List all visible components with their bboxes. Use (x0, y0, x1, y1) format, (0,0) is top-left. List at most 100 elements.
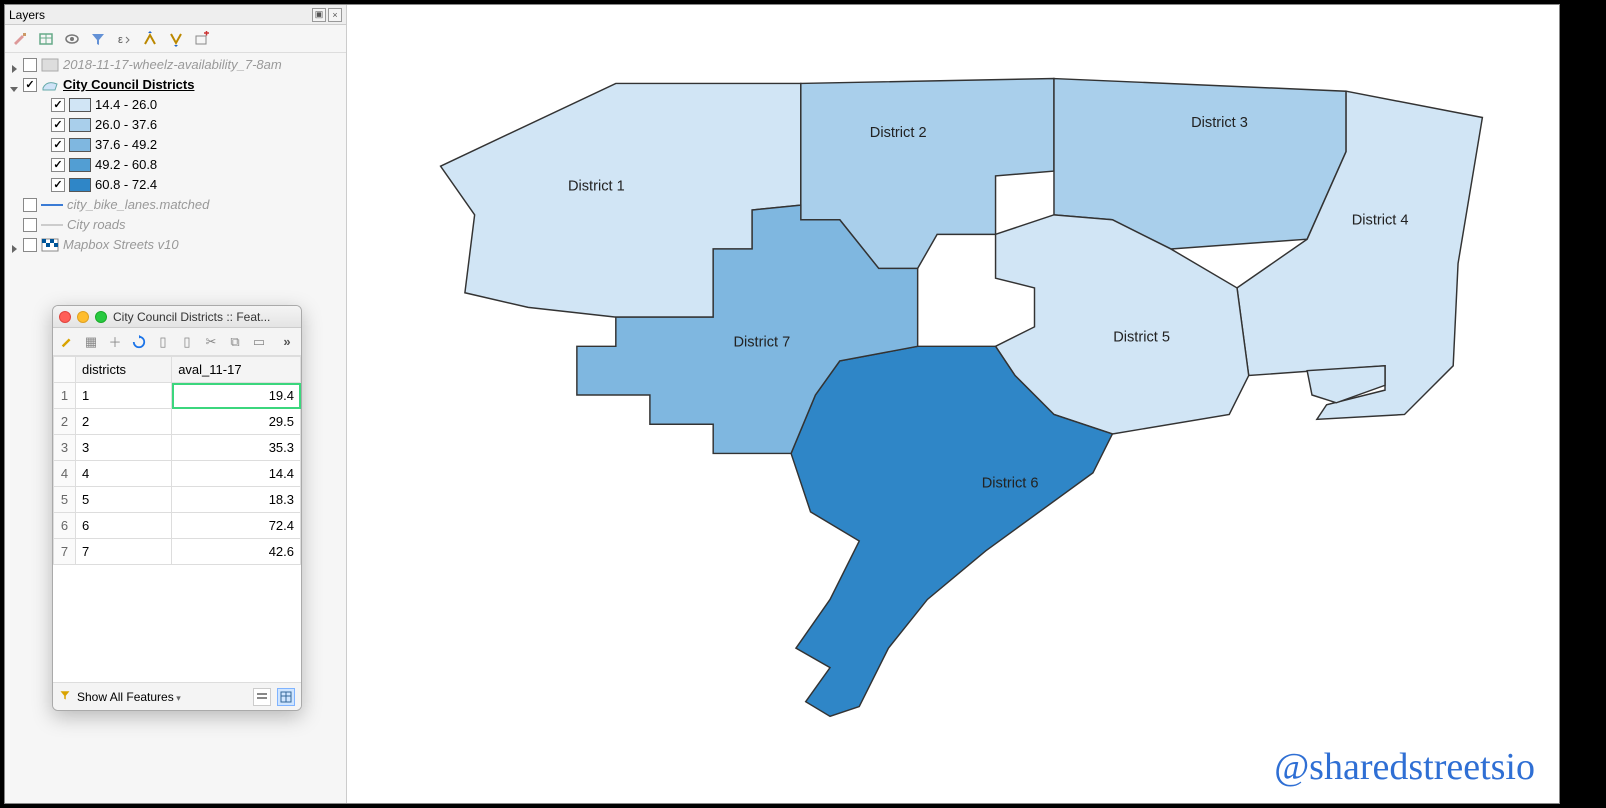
layer-row[interactable]: ✓ City Council Districts (9, 75, 342, 95)
window-controls (59, 311, 107, 323)
district-label: District 2 (870, 125, 927, 141)
layer-checkbox[interactable] (23, 58, 37, 72)
attr-window-title: City Council Districts :: Feat... (113, 310, 295, 324)
close-icon[interactable] (59, 311, 71, 323)
layer-checkbox[interactable]: ✓ (51, 118, 65, 132)
layer-checkbox[interactable]: ✓ (51, 178, 65, 192)
table-cell[interactable]: 6 (76, 513, 172, 539)
attr-titlebar[interactable]: City Council Districts :: Feat... (53, 306, 301, 328)
more-icon[interactable]: » (277, 332, 297, 352)
svg-text:ε: ε (118, 34, 123, 46)
table-row[interactable]: 6672.4 (54, 513, 301, 539)
table-cell[interactable]: 14.4 (172, 461, 301, 487)
legend-row[interactable]: ✓ 26.0 - 37.6 (9, 115, 342, 135)
table-cell[interactable]: 2 (76, 409, 172, 435)
table-cell[interactable]: 4 (76, 461, 172, 487)
table-cell[interactable]: 42.6 (172, 539, 301, 565)
disclosure-icon[interactable] (9, 80, 19, 90)
district-label: District 3 (1191, 115, 1248, 131)
layer-tree[interactable]: 2018-11-17-wheelz-availability_7-8am ✓ Cit… (5, 53, 346, 263)
table-cell[interactable]: 7 (76, 539, 172, 565)
minimize-icon[interactable] (77, 311, 89, 323)
table-cell[interactable]: 35.3 (172, 435, 301, 461)
map-canvas[interactable]: District 1District 2District 3District 4… (347, 5, 1559, 803)
legend-row[interactable]: ✓ 14.4 - 26.0 (9, 95, 342, 115)
legend-row[interactable]: ✓60.8 - 72.4 (9, 175, 342, 195)
layer-checkbox[interactable]: ✓ (51, 138, 65, 152)
layer-checkbox[interactable]: ✓ (23, 78, 37, 92)
layer-checkbox[interactable] (23, 218, 37, 232)
layer-checkbox[interactable] (23, 198, 37, 212)
legend-label: 26.0 - 37.6 (95, 115, 157, 135)
new-field-icon: ▯ (153, 332, 173, 352)
table-cell[interactable]: 19.4 (172, 383, 301, 409)
district-label: District 6 (982, 475, 1039, 491)
add-feature-icon[interactable]: ＋ (105, 332, 125, 352)
filter-icon[interactable] (59, 689, 71, 704)
layer-row[interactable]: city_bike_lanes.matched (9, 195, 342, 215)
layer-row[interactable]: Mapbox Streets v10 (9, 235, 342, 255)
filter-icon[interactable] (89, 30, 107, 48)
table-view-icon[interactable] (277, 688, 295, 706)
reload-icon[interactable] (129, 332, 149, 352)
raster-icon (41, 58, 59, 72)
table-cell[interactable]: 3 (76, 435, 172, 461)
table-cell[interactable]: 5 (76, 487, 172, 513)
form-view-icon[interactable] (253, 688, 271, 706)
attr-table-body[interactable]: districtsaval_11-171119.42229.53335.3441… (53, 356, 301, 682)
attribute-table-window[interactable]: City Council Districts :: Feat... ▦ ＋ ▯ … (52, 305, 302, 711)
table-cell[interactable]: 29.5 (172, 409, 301, 435)
table-row[interactable]: 2229.5 (54, 409, 301, 435)
table-corner[interactable] (54, 357, 76, 383)
table-cell[interactable]: 72.4 (172, 513, 301, 539)
disclosure-icon[interactable] (9, 60, 19, 70)
table-row[interactable]: 4414.4 (54, 461, 301, 487)
visibility-icon[interactable] (63, 30, 81, 48)
legend-row[interactable]: ✓49.2 - 60.8 (9, 155, 342, 175)
row-number[interactable]: 4 (54, 461, 76, 487)
legend-row[interactable]: ✓37.6 - 49.2 (9, 135, 342, 155)
table-row[interactable]: 3335.3 (54, 435, 301, 461)
row-number[interactable]: 6 (54, 513, 76, 539)
layer-checkbox[interactable] (23, 238, 37, 252)
table-header[interactable]: aval_11-17 (172, 357, 301, 383)
add-group-icon[interactable] (193, 30, 211, 48)
layer-row[interactable]: City roads (9, 215, 342, 235)
layer-checkbox[interactable]: ✓ (51, 98, 65, 112)
attr-table[interactable]: districtsaval_11-171119.42229.53335.3441… (53, 356, 301, 565)
layer-checkbox[interactable]: ✓ (51, 158, 65, 172)
attr-footer: Show All Features (53, 682, 301, 710)
paste-icon: ▭ (249, 332, 269, 352)
disclosure-icon[interactable] (9, 240, 19, 250)
legend-label: 14.4 - 26.0 (95, 95, 157, 115)
save-edits-icon[interactable]: ▦ (81, 332, 101, 352)
layers-panel-titlebar[interactable]: Layers ▣ × (5, 5, 346, 25)
style-icon[interactable] (11, 30, 29, 48)
collapse-all-icon[interactable] (141, 30, 159, 48)
expand-all-icon[interactable] (167, 30, 185, 48)
close-panel-icon[interactable]: × (328, 8, 342, 22)
table-cell[interactable]: 1 (76, 383, 172, 409)
edit-toggle-icon[interactable] (57, 332, 77, 352)
row-number[interactable]: 1 (54, 383, 76, 409)
table-cell[interactable]: 18.3 (172, 487, 301, 513)
show-features-dropdown[interactable]: Show All Features (77, 690, 181, 704)
row-number[interactable]: 7 (54, 539, 76, 565)
table-row[interactable]: 1119.4 (54, 383, 301, 409)
layer-label: City Council Districts (63, 75, 194, 95)
layer-label: city_bike_lanes.matched (67, 195, 209, 215)
open-table-icon[interactable] (37, 30, 55, 48)
legend-swatch (69, 118, 91, 132)
table-row[interactable]: 5518.3 (54, 487, 301, 513)
table-header[interactable]: districts (76, 357, 172, 383)
undock-icon[interactable]: ▣ (312, 8, 326, 22)
zoom-icon[interactable] (95, 311, 107, 323)
row-number[interactable]: 2 (54, 409, 76, 435)
legend-swatch (69, 138, 91, 152)
table-row[interactable]: 7742.6 (54, 539, 301, 565)
expression-icon[interactable]: ε (115, 30, 133, 48)
row-number[interactable]: 3 (54, 435, 76, 461)
district-label: District 4 (1352, 213, 1409, 229)
layer-row[interactable]: 2018-11-17-wheelz-availability_7-8am (9, 55, 342, 75)
row-number[interactable]: 5 (54, 487, 76, 513)
